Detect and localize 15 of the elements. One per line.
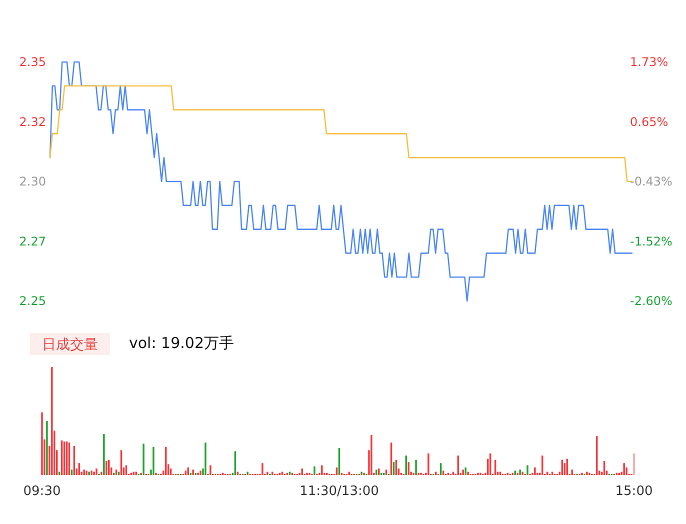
y2-tick-label: -0.43% <box>630 174 672 188</box>
y-tick-label: 2.32 <box>19 114 46 129</box>
y-tick-label: 2.27 <box>19 234 46 248</box>
text: vol: 19.02万手 <box>129 334 234 352</box>
y2-tick-label: 0.65% <box>630 114 668 129</box>
y2-tick-label: 1.73% <box>630 55 668 69</box>
y2-tick-label: -1.52% <box>630 234 672 248</box>
y2-tick-label: -2.60% <box>630 294 672 308</box>
y-tick-label: 2.25 <box>19 294 46 308</box>
x-tick-label: 09:30 <box>23 484 61 499</box>
x-tick-label: 15:00 <box>615 484 653 499</box>
y-tick-label: 2.30 <box>19 174 46 188</box>
x-tick-label: 11:30/13:00 <box>300 484 379 499</box>
text: 日成交量 <box>42 337 98 353</box>
y-tick-label: 2.35 <box>19 55 46 69</box>
